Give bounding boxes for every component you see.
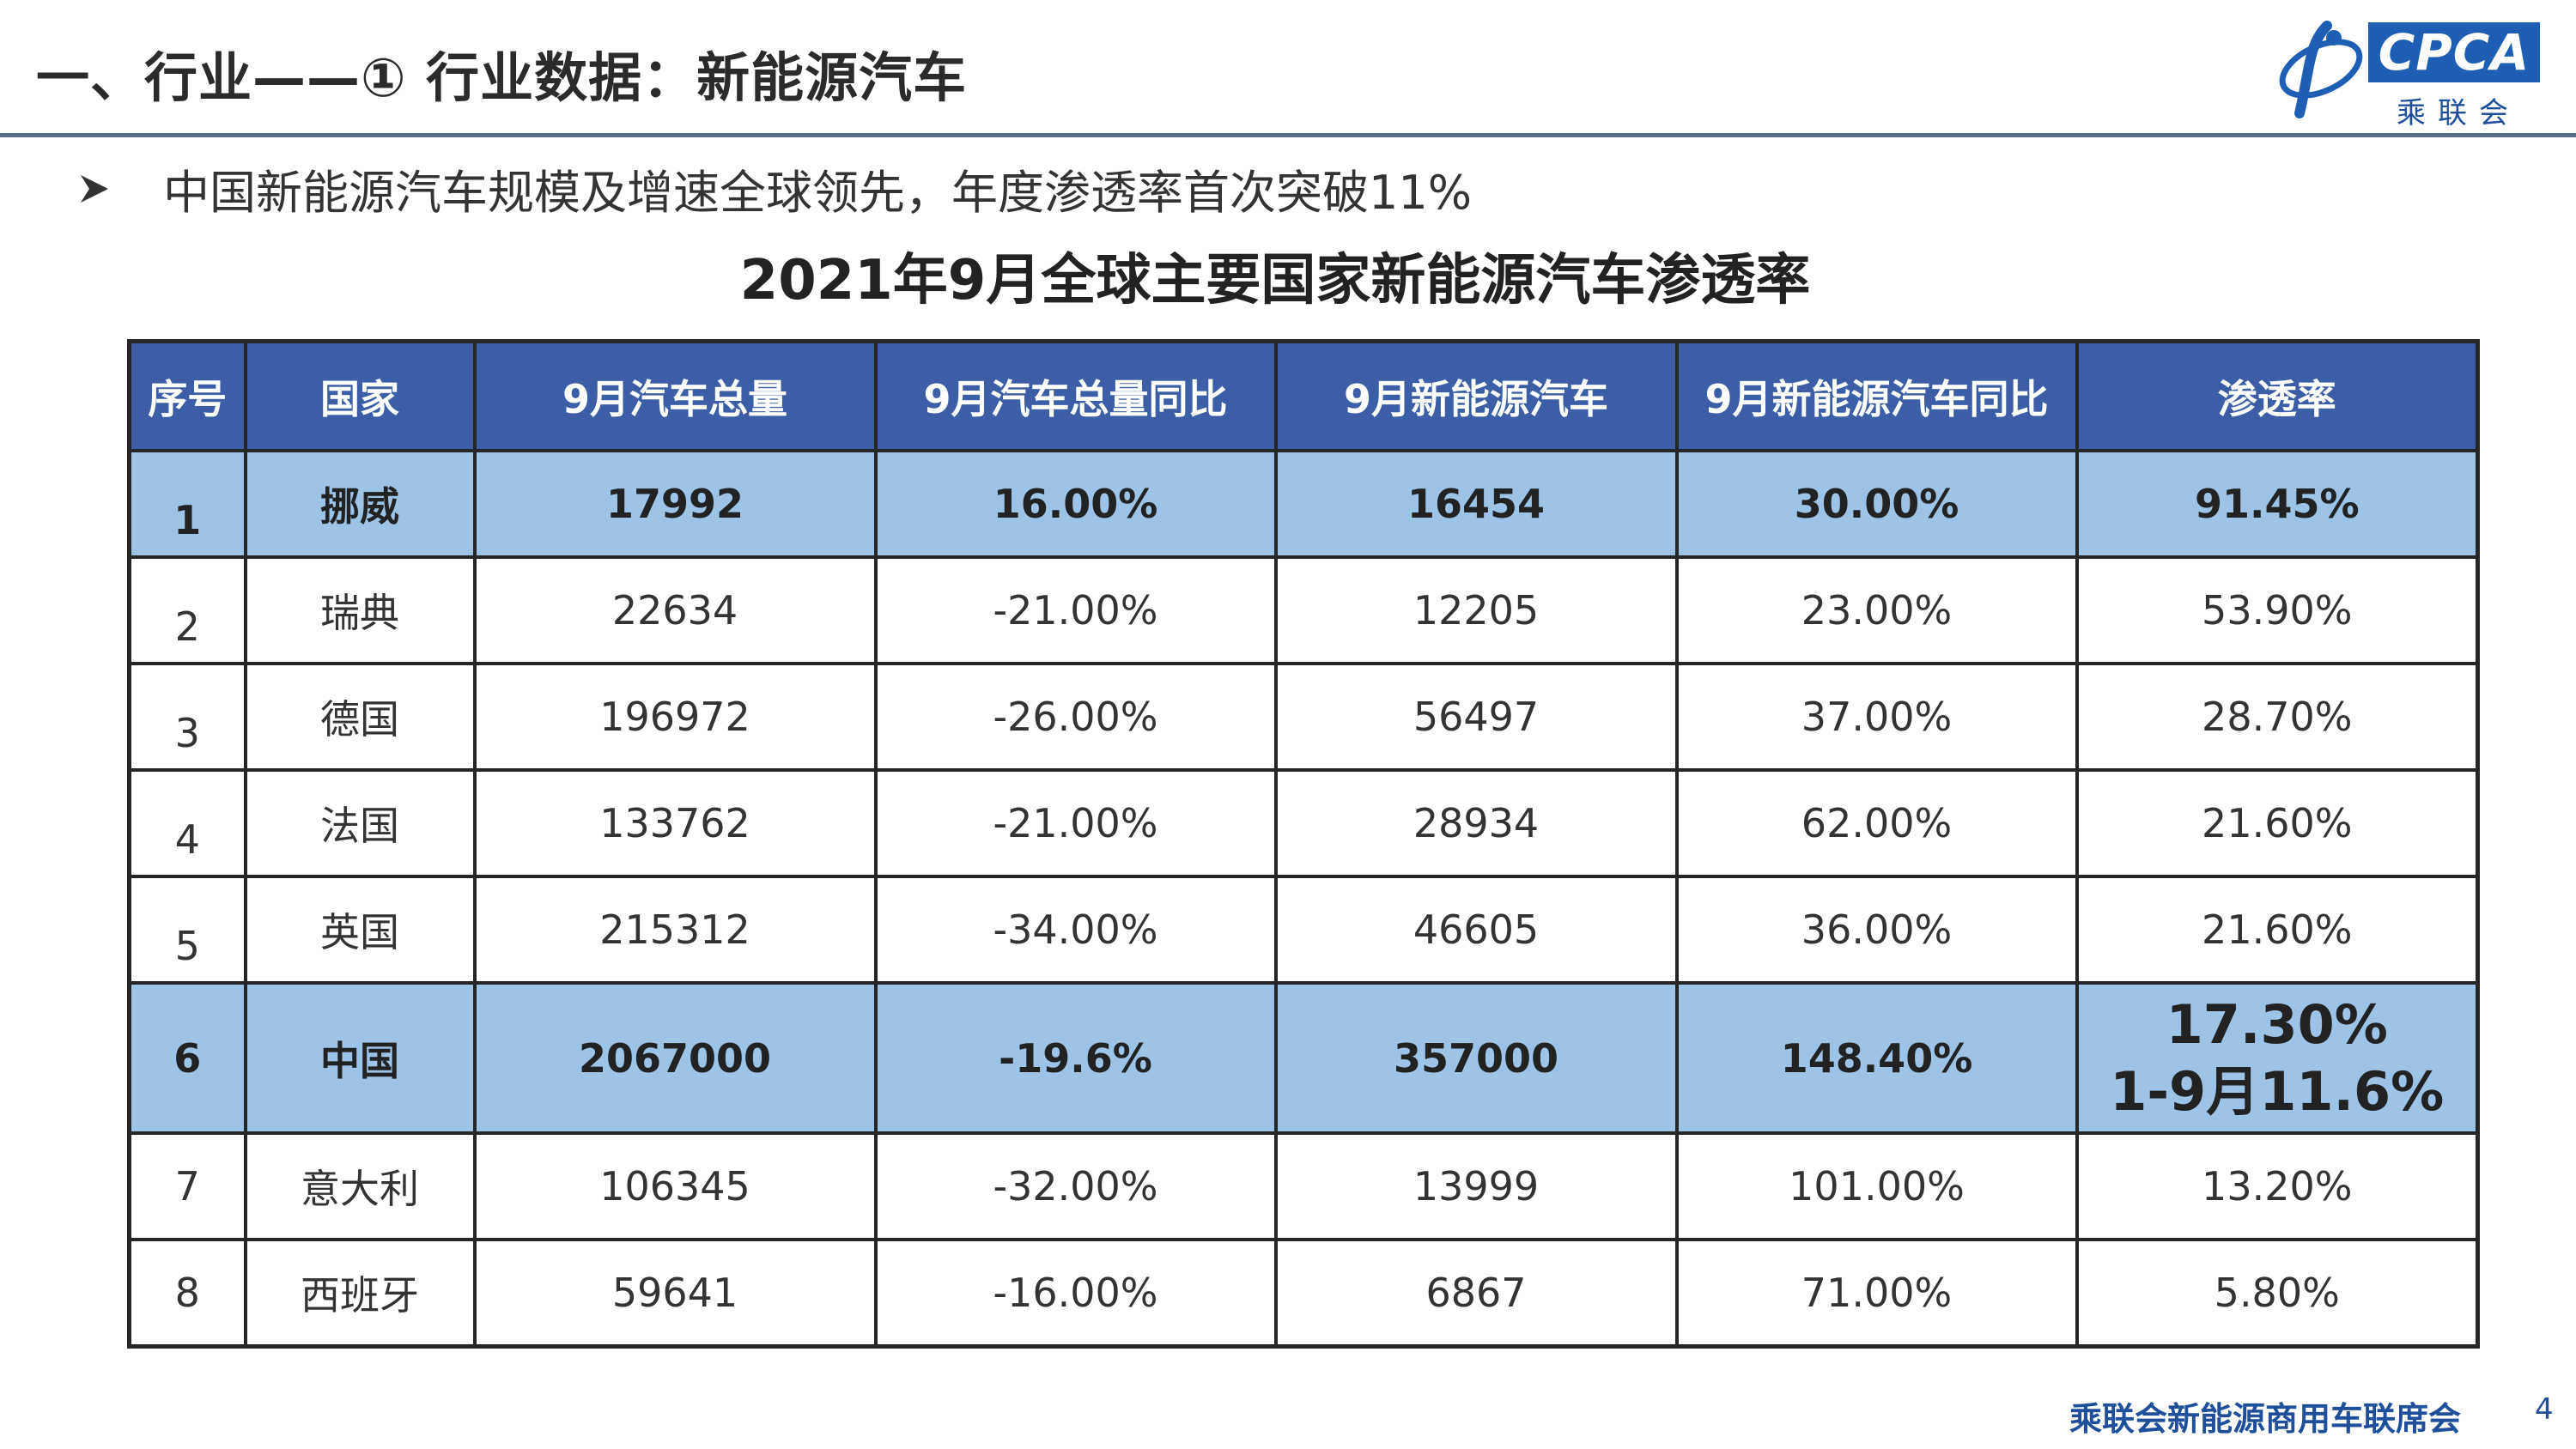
- cell-country: 瑞典: [243, 555, 477, 665]
- header-index: 序号: [127, 339, 247, 452]
- cell-country: 英国: [243, 875, 477, 985]
- cell-index: 4: [127, 768, 247, 878]
- page-title: 一、行业——① 行业数据：新能源汽车: [36, 46, 968, 109]
- penetration-september: 17.30%: [2166, 992, 2388, 1056]
- penetration-ytd: 1-9月11.6%: [2110, 1059, 2445, 1123]
- bullet-text: 中国新能源汽车规模及增速全球领先，年度渗透率首次突破11%: [163, 166, 1473, 220]
- logo-text: CPCA: [2368, 22, 2540, 82]
- page-number: 4: [2535, 1392, 2554, 1427]
- table-row: 2 瑞典 22634 -21.00% 12205 23.00% 53.90%: [127, 555, 2480, 665]
- table-row: 4 法国 133762 -21.00% 28934 62.00% 21.60%: [127, 768, 2480, 878]
- cell-country: 西班牙: [243, 1238, 477, 1348]
- cell-index: 3: [127, 662, 247, 772]
- cell-penetration: 21.60%: [2075, 875, 2480, 985]
- cell-index: 2: [127, 555, 247, 665]
- cell-total: 59641: [472, 1238, 878, 1348]
- cpca-logo: CPCA 乘联会: [2274, 19, 2549, 130]
- table-row: 3 德国 196972 -26.00% 56497 37.00% 28.70%: [127, 662, 2480, 772]
- cell-total-yoy: -26.00%: [873, 662, 1278, 772]
- cell-total: 17992: [472, 449, 878, 559]
- cell-nev-yoy: 101.00%: [1674, 1131, 2079, 1241]
- table-row: 6 中国 2067000 -19.6% 357000 148.40% 17.30…: [127, 981, 2480, 1135]
- cell-index: 1: [127, 449, 247, 559]
- header-nev: 9月新能源汽车: [1273, 339, 1679, 452]
- cell-penetration: 91.45%: [2075, 449, 2480, 559]
- cell-nev: 6867: [1273, 1238, 1679, 1348]
- bullet-point: 中国新能源汽车规模及增速全球领先，年度渗透率首次突破11%: [77, 155, 1472, 222]
- cell-total: 133762: [472, 768, 878, 878]
- cell-nev: 46605: [1273, 875, 1679, 985]
- header-country: 国家: [243, 339, 477, 452]
- cell-nev-yoy: 37.00%: [1674, 662, 2079, 772]
- cell-total-yoy: -32.00%: [873, 1131, 1278, 1241]
- header-nev-yoy: 9月新能源汽车同比: [1674, 339, 2079, 452]
- arrow-bullet-icon: [81, 174, 108, 203]
- cell-total-yoy: -16.00%: [873, 1238, 1278, 1348]
- table-title: 2021年9月全球主要国家新能源汽车渗透率: [739, 249, 1811, 312]
- header-total-yoy: 9月汽车总量同比: [873, 339, 1278, 452]
- cell-nev: 13999: [1273, 1131, 1679, 1241]
- cell-nev-yoy: 23.00%: [1674, 555, 2079, 665]
- cell-country: 挪威: [243, 449, 477, 559]
- cell-total: 2067000: [472, 981, 878, 1135]
- cell-nev: 56497: [1273, 662, 1679, 772]
- cell-penetration: 21.60%: [2075, 768, 2480, 878]
- table-row: 8 西班牙 59641 -16.00% 6867 71.00% 5.80%: [127, 1238, 2480, 1348]
- cell-nev: 16454: [1273, 449, 1679, 559]
- cell-total-yoy: -34.00%: [873, 875, 1278, 985]
- cell-total-yoy: -21.00%: [873, 555, 1278, 665]
- cell-total: 215312: [472, 875, 878, 985]
- cell-nev-yoy: 30.00%: [1674, 449, 2079, 559]
- cell-index: 5: [127, 875, 247, 985]
- cell-nev: 28934: [1273, 768, 1679, 878]
- table-header-row: 序号 国家 9月汽车总量 9月汽车总量同比 9月新能源汽车 9月新能源汽车同比 …: [127, 339, 2480, 452]
- cell-total: 22634: [472, 555, 878, 665]
- cell-index: 6: [127, 981, 247, 1135]
- cell-total: 106345: [472, 1131, 878, 1241]
- cell-index: 7: [127, 1131, 247, 1241]
- logo-subtitle: 乘联会: [2397, 96, 2520, 130]
- cell-nev-yoy: 62.00%: [1674, 768, 2079, 878]
- cell-total-yoy: -19.6%: [873, 981, 1278, 1135]
- cell-penetration: 5.80%: [2075, 1238, 2480, 1348]
- cell-country: 法国: [243, 768, 477, 878]
- header-divider: [0, 133, 2576, 137]
- cell-total: 196972: [472, 662, 878, 772]
- header-total: 9月汽车总量: [472, 339, 878, 452]
- header-penetration: 渗透率: [2075, 339, 2480, 452]
- cell-total-yoy: -21.00%: [873, 768, 1278, 878]
- cpca-emblem-icon: [2279, 21, 2363, 118]
- cell-penetration: 17.30% 1-9月11.6%: [2075, 981, 2480, 1135]
- cell-nev: 357000: [1273, 981, 1679, 1135]
- penetration-table: 序号 国家 9月汽车总量 9月汽车总量同比 9月新能源汽车 9月新能源汽车同比 …: [127, 339, 2480, 1349]
- cell-total-yoy: 16.00%: [873, 449, 1278, 559]
- cell-country: 中国: [243, 981, 477, 1135]
- cell-country: 德国: [243, 662, 477, 772]
- cell-nev: 12205: [1273, 555, 1679, 665]
- cell-country: 意大利: [243, 1131, 477, 1241]
- cell-penetration: 53.90%: [2075, 555, 2480, 665]
- cell-index: 8: [127, 1238, 247, 1348]
- table-row: 5 英国 215312 -34.00% 46605 36.00% 21.60%: [127, 875, 2480, 985]
- table-row: 7 意大利 106345 -32.00% 13999 101.00% 13.20…: [127, 1131, 2480, 1241]
- cell-nev-yoy: 148.40%: [1674, 981, 2079, 1135]
- table-row: 1 挪威 17992 16.00% 16454 30.00% 91.45%: [127, 449, 2480, 559]
- cell-penetration: 13.20%: [2075, 1131, 2480, 1241]
- cell-nev-yoy: 71.00%: [1674, 1238, 2079, 1348]
- footer-organization: 乘联会新能源商用车联席会: [2069, 1400, 2462, 1438]
- cell-nev-yoy: 36.00%: [1674, 875, 2079, 985]
- cell-penetration: 28.70%: [2075, 662, 2480, 772]
